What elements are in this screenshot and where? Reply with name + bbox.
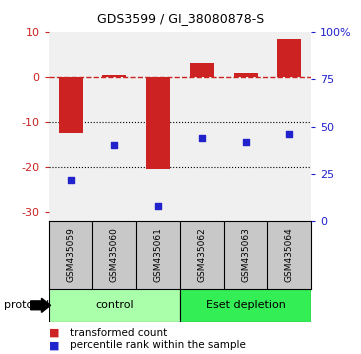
Text: GSM435063: GSM435063 — [241, 227, 250, 282]
Point — [68, 177, 74, 182]
Bar — [49, 289, 180, 322]
Bar — [58, 77, 83, 133]
Point — [199, 135, 205, 141]
Point — [155, 203, 161, 209]
Text: protocol: protocol — [4, 300, 49, 310]
Text: GSM435059: GSM435059 — [66, 227, 75, 282]
Point — [243, 139, 248, 144]
Bar — [146, 77, 170, 170]
Text: GSM435062: GSM435062 — [197, 228, 206, 282]
Bar — [102, 75, 126, 77]
Text: GDS3599 / GI_38080878-S: GDS3599 / GI_38080878-S — [97, 12, 264, 25]
Point — [112, 143, 117, 148]
Point — [286, 131, 292, 137]
Bar — [277, 39, 301, 77]
Text: ■: ■ — [49, 340, 59, 350]
Text: Eset depletion: Eset depletion — [206, 300, 286, 310]
Bar — [180, 289, 311, 322]
Text: ■: ■ — [49, 328, 59, 338]
Text: control: control — [95, 300, 134, 310]
Text: GSM435060: GSM435060 — [110, 227, 119, 282]
Bar — [190, 63, 214, 77]
Text: GSM435064: GSM435064 — [285, 228, 294, 282]
Text: transformed count: transformed count — [70, 328, 168, 338]
Text: percentile rank within the sample: percentile rank within the sample — [70, 340, 246, 350]
Bar — [234, 73, 258, 77]
Text: GSM435061: GSM435061 — [153, 227, 162, 282]
